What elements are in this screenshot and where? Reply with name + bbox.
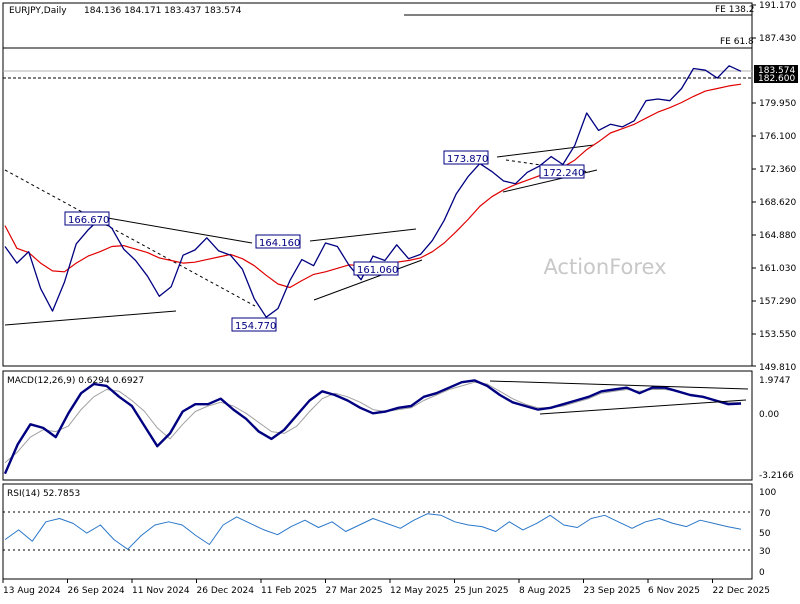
macd-tick: 0.00 (759, 410, 779, 420)
pivot-154770: 154.770 (231, 317, 277, 332)
price-tick: 157.290 (759, 297, 796, 307)
x-tick-label: 25 Jun 2025 (455, 586, 509, 596)
macd-trendlines (489, 380, 749, 415)
macd-series-group (3, 379, 742, 475)
price-tick: 187.430 (759, 34, 796, 44)
levels: FE 138.2 FE 61.8 (3, 5, 755, 79)
price-tick: 179.950 (759, 99, 796, 109)
rsi-tick: 50 (759, 529, 771, 539)
price-panel (2, 2, 753, 367)
price-tick: 172.360 (759, 165, 796, 175)
x-tick-label: 11 Feb 2025 (261, 586, 317, 596)
signal-line (4, 381, 742, 464)
svg-text:164.160: 164.160 (259, 238, 300, 249)
pivot-164160: 164.160 (255, 234, 301, 249)
x-tick-label: 6 Nov 2025 (648, 586, 700, 596)
rsi-line (4, 513, 742, 550)
price-line (4, 65, 742, 318)
macd-axis: 1.9747 0.00 -3.2166 (759, 376, 794, 481)
price-current-tag: 183.574 (758, 66, 795, 76)
x-tick-label: 26 Sep 2024 (68, 586, 125, 596)
rsi-title: RSI(14) 52.7853 (7, 489, 80, 499)
pivot-173870: 173.870 (443, 150, 489, 165)
header-ohlc: 184.136 184.171 183.437 183.574 (84, 6, 242, 16)
x-tick-label: 27 Mar 2025 (326, 586, 383, 596)
price-tick: 149.810 (759, 363, 796, 373)
rsi-tick: 100 (759, 488, 776, 498)
pivot-labels: 166.670 164.160 154.770 161.060 173.870 … (64, 150, 585, 332)
header-symbol: EURJPY,Daily (9, 6, 67, 16)
svg-text:173.870: 173.870 (447, 154, 488, 165)
rsi-tick: 0 (759, 568, 765, 578)
x-tick-label: 22 Dec 2025 (713, 586, 771, 596)
x-axis: 13 Aug 2024 26 Sep 2024 11 Nov 2024 26 Dec … (2, 579, 771, 596)
fe-61-label: FE 61.8 (720, 37, 754, 47)
rsi-panel (2, 483, 753, 580)
price-tick: 168.620 (759, 198, 796, 208)
rsi-tick: 70 (759, 509, 771, 519)
x-tick-label: 26 Dec 2024 (197, 586, 255, 596)
pivot-161060: 161.060 (353, 261, 399, 276)
x-tick-label: 8 Aug 2025 (519, 586, 571, 596)
pivot-172240: 172.240 (539, 164, 585, 179)
svg-text:161.060: 161.060 (357, 265, 398, 276)
macd-line (3, 379, 742, 475)
price-tick: 161.030 (759, 264, 796, 274)
price-tick: 191.170 (759, 1, 796, 11)
rsi-tick: 30 (759, 547, 771, 557)
svg-text:154.770: 154.770 (235, 321, 276, 332)
price-axis: 191.170 187.430 183.574 182.600 179.950 … (752, 1, 798, 373)
x-tick-label: 13 Aug 2024 (3, 586, 61, 596)
x-tick-label: 23 Sep 2025 (584, 586, 641, 596)
pivot-166670: 166.670 (64, 211, 110, 226)
x-tick-label: 12 May 2025 (390, 586, 449, 596)
rsi-axis: 100 70 50 30 0 (759, 488, 776, 578)
macd-title: MACD(12,26,9) 0.6294 0.6927 (7, 376, 144, 386)
macd-panel (2, 370, 753, 481)
price-tick: 153.550 (759, 330, 796, 340)
price-tick: 164.880 (759, 231, 796, 241)
price-support-tag: 182.600 (758, 74, 795, 84)
fe-138-label: FE 138.2 (715, 5, 755, 15)
svg-text:166.670: 166.670 (68, 215, 109, 226)
rsi-series-group (4, 513, 742, 550)
x-tick-label: 11 Nov 2024 (132, 586, 190, 596)
svg-text:172.240: 172.240 (543, 168, 584, 179)
watermark: ActionForex (543, 255, 666, 279)
macd-tick: -3.2166 (759, 471, 794, 481)
macd-tick: 1.9747 (759, 376, 791, 386)
price-tick: 176.100 (759, 132, 796, 142)
